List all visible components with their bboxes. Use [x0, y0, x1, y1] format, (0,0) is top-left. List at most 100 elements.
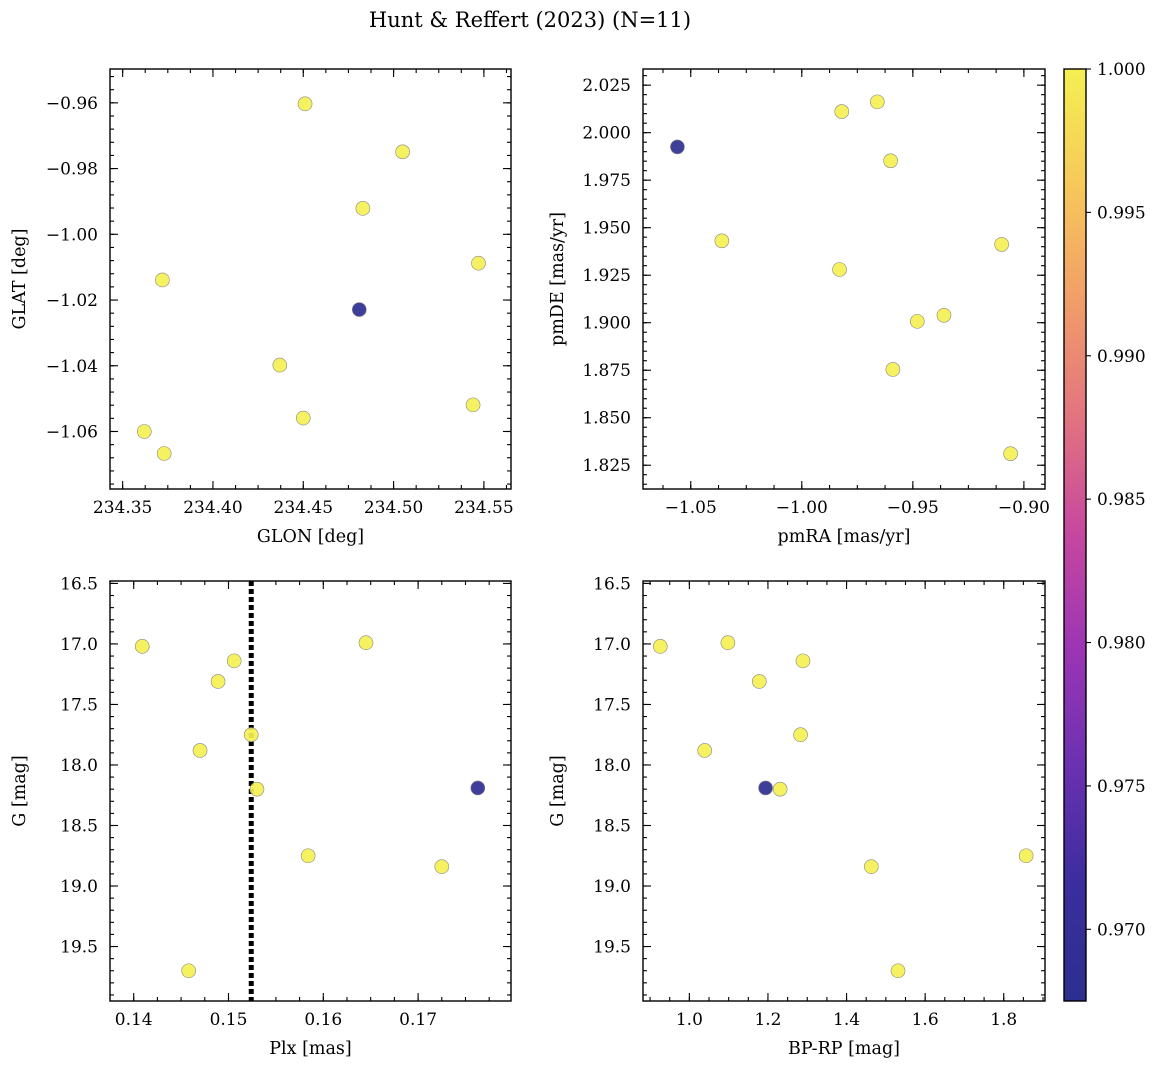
scatter-point — [134, 639, 150, 654]
y-tick-label: 18.0 — [60, 756, 98, 776]
y-tick-label: 1.975 — [582, 171, 631, 191]
scatter-point — [909, 314, 925, 329]
scatter-point — [351, 302, 367, 317]
scatter-point — [758, 780, 773, 796]
x-tick-label: 234.40 — [183, 498, 242, 518]
scatter-point — [470, 780, 486, 796]
plot-frame — [642, 68, 1046, 490]
scatter-point — [355, 201, 371, 216]
y-tick-label: 18.0 — [593, 756, 631, 776]
scatter-point — [434, 859, 450, 874]
x-tick-label: 1.4 — [833, 1010, 860, 1030]
scatter-point — [1003, 446, 1018, 461]
x-tick-label: 1.6 — [912, 1010, 939, 1030]
y-tick-label: −0.98 — [46, 160, 98, 180]
plot-frame — [109, 68, 512, 490]
x-tick-label: −1.05 — [665, 498, 717, 518]
scatter-point — [772, 781, 788, 797]
y-tick-label: 16.5 — [593, 574, 631, 594]
y-tick-label: 17.0 — [60, 635, 98, 655]
y-tick-label: 18.5 — [60, 816, 98, 836]
colorbar-tick-label: 0.985 — [1097, 490, 1146, 510]
scatter-point — [832, 262, 847, 277]
scatter-point — [1018, 848, 1034, 864]
x-tick-label: 234.45 — [274, 498, 333, 518]
colorbar-tick-label: 0.990 — [1097, 347, 1146, 367]
colorbar-tick-label: 0.975 — [1097, 777, 1146, 797]
y-tick-label: 18.5 — [593, 816, 631, 836]
plot-frame — [642, 580, 1046, 1002]
y-tick-label: 19.0 — [60, 877, 98, 897]
scatter-point — [137, 424, 152, 439]
x-tick-label: 234.50 — [364, 498, 423, 518]
scatter-point — [793, 727, 808, 743]
scatter-point — [395, 144, 410, 160]
y-tick-label: 19.0 — [593, 877, 631, 897]
panels: 234.35 234.40 234.45 234.50 234.55 −0.96 −0.98… — [10, 68, 1050, 1059]
y-tick-label: 1.825 — [582, 456, 631, 476]
x-tick-label: 234.55 — [454, 498, 513, 518]
y-tick-label: 1.925 — [582, 266, 631, 286]
scatter-point — [834, 104, 850, 119]
scatter-point — [181, 963, 196, 979]
y-tick-label: 1.850 — [582, 409, 631, 429]
colorbar-tick-label: 0.980 — [1097, 634, 1146, 654]
y-tick-label: 17.0 — [593, 635, 631, 655]
y-axis-label: GLAT [deg] — [10, 229, 30, 330]
x-tick-label: −0.95 — [887, 498, 939, 518]
scatter-point — [864, 859, 879, 874]
scatter-point — [471, 255, 486, 271]
scatter-point — [358, 635, 374, 651]
y-tick-label: −0.96 — [46, 94, 98, 114]
scatter-point — [226, 653, 242, 669]
colorbar-tick-label: 0.995 — [1097, 203, 1146, 223]
x-tick-label: 0.17 — [399, 1010, 437, 1030]
y-tick-label: 17.5 — [60, 695, 98, 715]
plot-frame — [109, 580, 512, 1002]
x-tick-label: −0.90 — [998, 498, 1050, 518]
y-axis-label: G [mag] — [10, 755, 30, 826]
y-tick-label: 2.000 — [582, 124, 631, 144]
x-tick-label: 0.15 — [210, 1010, 248, 1030]
y-tick-label: 1.875 — [582, 361, 631, 381]
scatter-point — [156, 446, 172, 461]
x-tick-label: 0.16 — [304, 1010, 342, 1030]
y-axis-label: pmDE [mas/yr] — [548, 212, 568, 346]
scatter-point — [272, 357, 288, 373]
scatter-point — [870, 94, 885, 110]
y-tick-label: 17.5 — [593, 695, 631, 715]
panel-3: 0.14 0.15 0.16 0.17 16.5 17.0 17.5 18.0 18.5 19.0… — [10, 574, 512, 1059]
y-tick-label: −1.04 — [46, 357, 98, 377]
colorbar-frame — [1063, 68, 1087, 1002]
scatter-point — [883, 153, 898, 169]
x-tick-label: 1.0 — [676, 1010, 703, 1030]
x-axis-label: pmRA [mas/yr] — [778, 527, 911, 547]
scatter-point — [300, 848, 316, 864]
scatter-point — [652, 639, 668, 654]
x-tick-label: 1.2 — [754, 1010, 781, 1030]
scatter-point — [936, 307, 952, 323]
x-tick-label: 1.8 — [990, 1010, 1017, 1030]
colorbar-tick-label: 0.970 — [1097, 920, 1146, 940]
scatter-point — [465, 397, 481, 413]
scatter-point — [670, 139, 685, 155]
y-axis-label: G [mag] — [548, 755, 568, 826]
scatter-point — [210, 674, 226, 689]
y-tick-label: 1.900 — [582, 314, 631, 334]
y-tick-label: −1.00 — [46, 225, 98, 245]
y-tick-label: 19.5 — [60, 938, 98, 958]
x-tick-label: 234.35 — [93, 498, 152, 518]
colorbar: 0.970 0.975 0.980 0.985 0.990 0.995 1.000 — [1063, 60, 1146, 1002]
x-axis-label: Plx [mas] — [269, 1039, 351, 1059]
scatter-point — [714, 233, 730, 249]
panel-1: 234.35 234.40 234.45 234.50 234.55 −0.96 −0.98… — [10, 68, 514, 547]
scatter-point — [795, 653, 811, 669]
x-tick-label: 0.14 — [115, 1010, 153, 1030]
scatter-point — [192, 743, 208, 758]
x-axis-label: GLON [deg] — [257, 527, 364, 547]
colorbar-tick-label: 1.000 — [1097, 60, 1146, 80]
scatter-point — [697, 743, 712, 758]
panel-4: 1.0 1.2 1.4 1.6 1.8 16.5 17.0 17.5 18.0 18.5 19.0 1… — [548, 574, 1046, 1059]
x-tick-label: −1.00 — [776, 498, 828, 518]
scatter-point — [720, 635, 736, 651]
